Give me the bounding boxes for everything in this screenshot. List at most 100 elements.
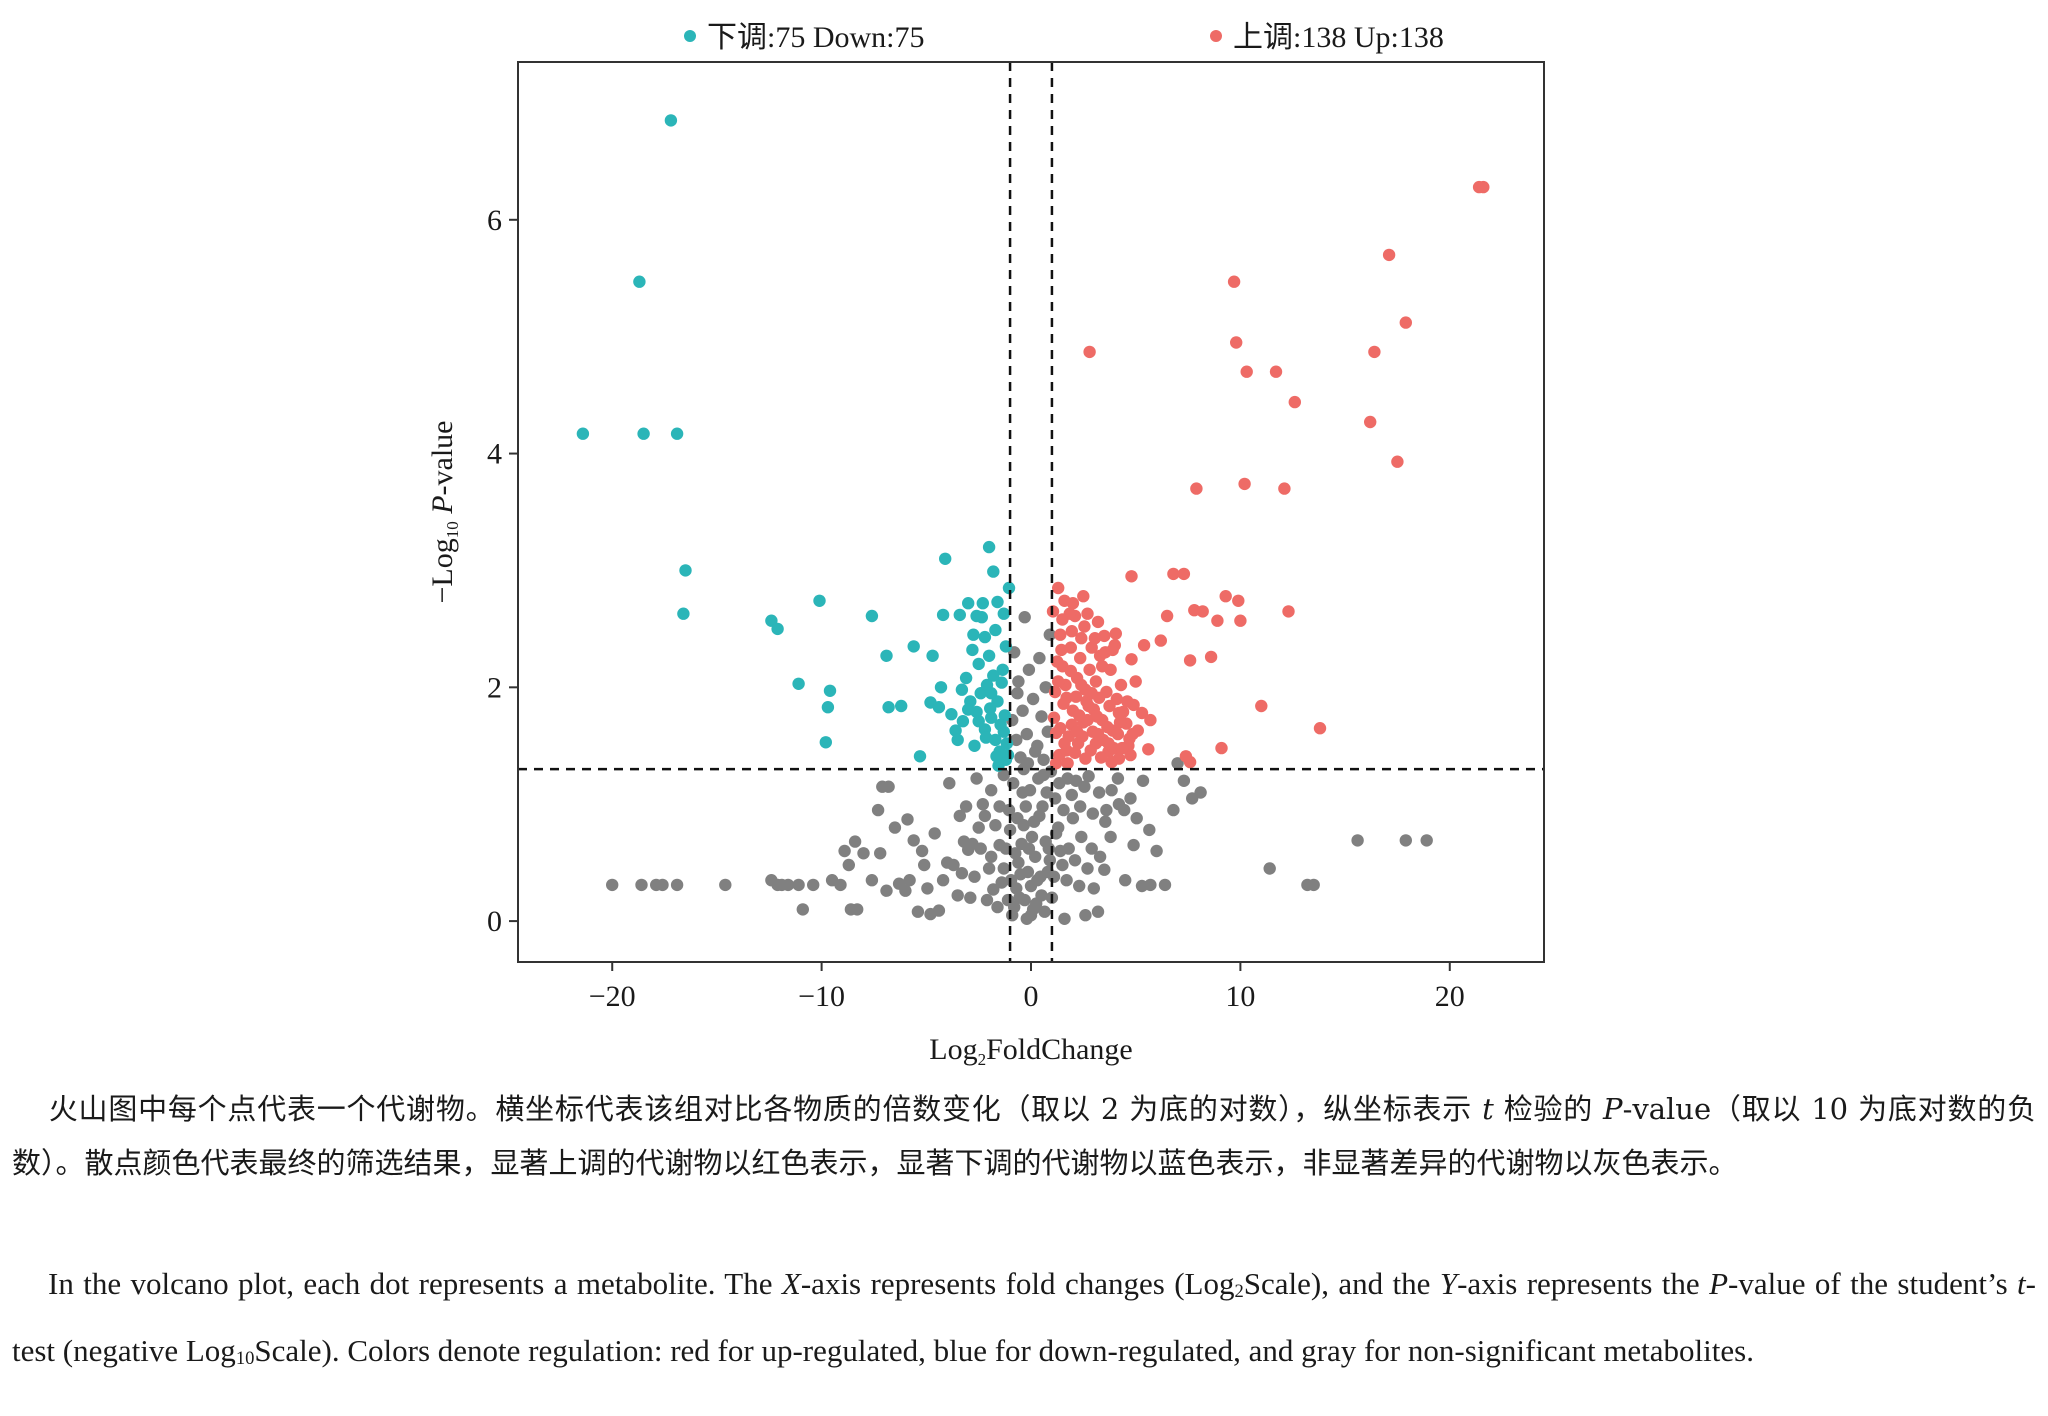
point-up	[1142, 743, 1155, 756]
point-not-significant	[985, 784, 998, 797]
point-not-significant	[985, 850, 998, 863]
point-down	[637, 427, 650, 440]
caption-en-part1: In the volcano plot, each dot represents…	[48, 1266, 782, 1301]
point-down	[936, 608, 950, 622]
point-up	[1111, 727, 1125, 741]
point-up	[1234, 614, 1247, 627]
point-down	[985, 711, 998, 724]
point-not-significant	[955, 867, 969, 880]
point-down	[987, 669, 1000, 682]
point-up	[1083, 345, 1096, 359]
point-down	[975, 611, 988, 624]
point-not-significant	[970, 772, 983, 785]
point-not-significant	[1018, 611, 1031, 624]
point-up	[1064, 641, 1078, 654]
point-up	[1154, 634, 1168, 647]
point-not-significant	[880, 884, 893, 897]
point-not-significant	[1066, 812, 1080, 825]
point-up	[1052, 581, 1065, 595]
y-axis-label-space	[426, 514, 459, 522]
point-not-significant	[1033, 651, 1046, 665]
point-not-significant	[1006, 909, 1019, 922]
caption-en-part5: -value of the student’s	[1728, 1266, 2018, 1301]
point-not-significant	[1086, 807, 1100, 820]
point-not-significant	[1104, 830, 1117, 844]
point-up	[1382, 248, 1396, 262]
point-down	[956, 715, 970, 728]
point-not-significant	[974, 842, 987, 855]
point-up	[1190, 482, 1203, 495]
point-not-significant	[1024, 909, 1038, 922]
x-axis-label-prefix: Log	[929, 1033, 977, 1066]
caption-zh-part3: -value（取以 10 为底对数的负数）。散点颜色代表最终的筛选结果，显著上调…	[12, 1092, 2036, 1180]
point-up	[1125, 653, 1138, 666]
point-up	[1081, 713, 1094, 727]
caption-zh-t: t	[1482, 1092, 1494, 1126]
point-not-significant	[903, 874, 916, 887]
caption-en-t: t	[2017, 1266, 2026, 1301]
point-not-significant	[911, 905, 925, 918]
point-not-significant	[1012, 856, 1025, 869]
point-not-significant	[1093, 850, 1107, 863]
point-not-significant	[1085, 842, 1098, 855]
point-down	[865, 609, 879, 623]
point-not-significant	[1009, 847, 1022, 860]
plot-background	[518, 62, 1544, 962]
y-axis-label-suffix: -value	[426, 420, 459, 495]
point-down	[953, 608, 966, 622]
point-not-significant	[899, 884, 912, 897]
point-not-significant	[1119, 874, 1132, 887]
point-up	[1105, 755, 1118, 769]
point-up	[1125, 570, 1138, 583]
point-up	[1069, 690, 1083, 703]
point-up	[1288, 395, 1302, 409]
point-not-significant	[1143, 823, 1156, 837]
point-up	[1364, 415, 1377, 429]
point-down	[907, 640, 920, 653]
point-down	[996, 663, 1009, 676]
point-not-significant	[1037, 753, 1050, 766]
point-not-significant	[1091, 905, 1105, 918]
point-down	[966, 643, 979, 657]
y-tick-label: 4	[487, 438, 502, 471]
point-not-significant	[943, 777, 956, 790]
point-not-significant	[921, 882, 934, 895]
point-not-significant	[991, 900, 1004, 914]
point-not-significant	[993, 800, 1006, 813]
point-not-significant	[1016, 704, 1029, 717]
point-not-significant	[1099, 815, 1112, 828]
point-up	[1255, 699, 1268, 713]
point-not-significant	[1029, 745, 1042, 758]
legend-up-marker	[1210, 30, 1222, 42]
point-up	[1103, 699, 1116, 713]
point-not-significant	[1100, 803, 1113, 817]
point-not-significant	[993, 838, 1006, 852]
point-down	[982, 540, 996, 554]
point-up	[1240, 365, 1253, 378]
point-up	[1065, 625, 1079, 638]
point-up	[1091, 727, 1105, 741]
point-down	[978, 630, 992, 644]
x-axis-label: Log2FoldChange	[929, 1033, 1133, 1069]
point-not-significant	[1052, 821, 1065, 834]
point-down	[576, 427, 590, 440]
point-not-significant	[1012, 675, 1025, 688]
point-down	[968, 739, 981, 752]
point-down	[990, 750, 1003, 763]
point-up	[1238, 477, 1251, 491]
point-not-significant	[928, 827, 941, 840]
point-not-significant	[989, 819, 1002, 832]
point-up	[1071, 737, 1085, 750]
point-not-significant	[1027, 815, 1041, 828]
point-up	[1098, 629, 1111, 643]
caption-en-sub10: 10	[235, 1347, 255, 1369]
point-up	[1085, 687, 1098, 700]
point-down	[972, 657, 985, 671]
caption-zh-p: P	[1603, 1092, 1623, 1126]
point-up	[1088, 632, 1102, 645]
point-up	[1106, 643, 1119, 657]
point-up	[1112, 706, 1126, 720]
x-axis-ticks: −20 −10 0 10 20	[589, 962, 1465, 1013]
point-not-significant	[1111, 772, 1125, 785]
point-not-significant	[1130, 812, 1143, 825]
